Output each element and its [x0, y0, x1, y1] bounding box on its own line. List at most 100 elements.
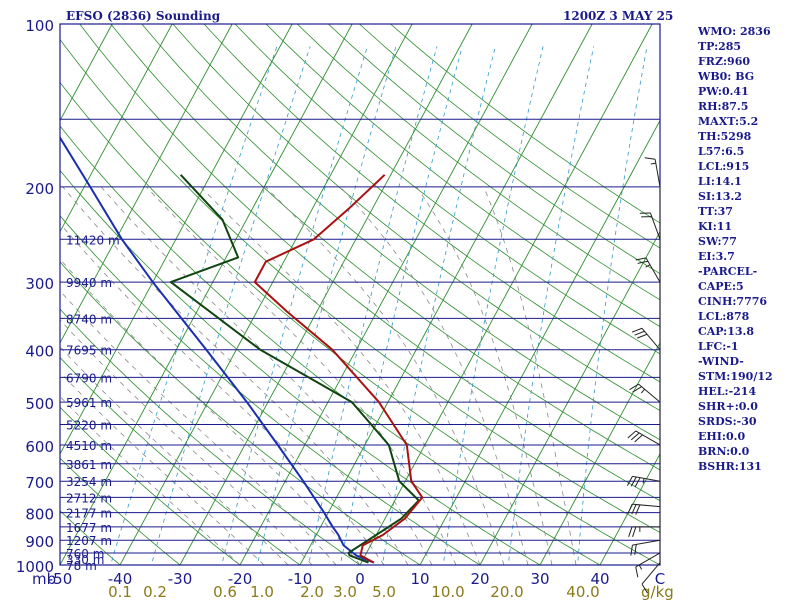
mixing-ratio-line — [339, 46, 463, 565]
isotherm — [419, 119, 660, 565]
dry-adiabat — [60, 356, 301, 565]
mixing-ratio-tick-label: 0.1 — [108, 583, 132, 600]
temperature-tick-label: -50 — [48, 570, 73, 588]
dry-adiabat — [265, 24, 660, 328]
index-item: WB0: BG — [698, 70, 755, 83]
moist-adiabat — [60, 395, 241, 565]
wind-barb-staff — [635, 430, 661, 446]
isotherm — [179, 24, 473, 565]
wind-barb-flag — [635, 566, 639, 578]
mixing-ratio-unit-label: g/kg — [641, 583, 674, 600]
mixing-ratio-tick-label: 3.0 — [333, 583, 357, 600]
temperature-tick-label: -30 — [168, 570, 193, 588]
isotherm — [239, 24, 533, 565]
pressure-tick-label: 800 — [25, 506, 54, 524]
wind-barb-staff — [641, 562, 661, 585]
height-label: 78 m — [66, 559, 97, 573]
wind-barb — [639, 212, 661, 240]
isotherm — [539, 341, 660, 565]
index-item: CAPE:5 — [698, 280, 744, 293]
index-item: EI:3.7 — [698, 250, 735, 263]
height-label: 6790 m — [66, 371, 112, 385]
plot-area — [60, 24, 660, 565]
moist-adiabat — [265, 186, 505, 565]
height-label: 1207 m — [66, 534, 112, 548]
pressure-tick-label: 300 — [25, 275, 54, 293]
dry-adiabat — [328, 24, 660, 275]
index-item: TT:37 — [698, 205, 733, 218]
pressure-tick-label: 600 — [25, 438, 54, 456]
height-label: 9940 m — [66, 276, 112, 290]
wind-barb-half-flag — [638, 564, 643, 570]
pressure-tick-label: 900 — [25, 533, 54, 551]
mixing-ratio-line — [110, 46, 278, 565]
pressure-tick-label: 400 — [25, 343, 54, 361]
pressure-tick-label: 500 — [25, 395, 54, 413]
dry-adiabat — [359, 24, 660, 249]
moist-adiabat — [339, 186, 529, 565]
wind-barb-flag — [634, 330, 645, 336]
temperature-profile — [253, 174, 424, 564]
height-label: 4510 m — [66, 439, 112, 453]
wind-barb-flag — [641, 583, 648, 594]
mixing-ratio-tick-label: 0.6 — [213, 583, 237, 600]
wind-barb — [628, 526, 660, 537]
mixing-ratio-tick-label: 10.0 — [431, 583, 464, 600]
dry-adiabat — [234, 24, 660, 355]
temperature-tick-label: 30 — [530, 570, 549, 588]
height-label: 3254 m — [66, 475, 112, 489]
isotherm — [60, 24, 233, 344]
index-item: LCL:915 — [698, 160, 750, 173]
wind-barb-flag — [634, 434, 643, 443]
dry-adiabat — [203, 24, 660, 383]
height-label: 7695 m — [66, 344, 112, 358]
mixing-ratio-line — [221, 46, 368, 565]
dry-adiabat — [60, 38, 660, 533]
wind-barb — [627, 503, 661, 515]
index-item: WMO: 2836 — [698, 25, 771, 38]
dry-adiabat — [172, 24, 660, 412]
isotherm — [60, 24, 353, 565]
wind-barb — [630, 539, 661, 556]
temperature-tick-label: -20 — [228, 570, 253, 588]
isotherm — [599, 452, 660, 565]
temperature-tick-label: 0 — [355, 570, 365, 588]
wind-barb — [629, 383, 661, 403]
index-item: SI:13.2 — [698, 190, 742, 203]
station-title: EFSO (2836) Sounding — [66, 9, 221, 23]
wind-barb-staff — [645, 257, 661, 283]
wind-barb-flag — [637, 333, 648, 339]
wind-barb-flag — [628, 526, 633, 537]
wind-barb-flag — [627, 430, 637, 439]
wind-barb-staff — [638, 383, 661, 403]
wind-barb-flag — [632, 386, 642, 393]
isotherm — [299, 24, 593, 565]
temperature-tick-label: -40 — [108, 570, 133, 588]
isotherm — [119, 24, 413, 565]
wind-barb-staff — [632, 503, 661, 508]
wind-barb — [641, 562, 661, 594]
dry-adiabat — [60, 261, 421, 565]
index-item: L57:6.5 — [698, 145, 745, 158]
index-item: LFC:-1 — [698, 340, 739, 353]
index-item: SHR+:0.0 — [698, 400, 758, 413]
mixing-ratio-tick-label: 40.0 — [566, 583, 599, 600]
wind-barb — [635, 257, 661, 283]
wind-barb-flag — [631, 504, 637, 515]
mixing-ratio-line — [308, 46, 438, 565]
wind-barb-half-flag — [645, 264, 651, 268]
index-item: SW:77 — [698, 235, 737, 248]
index-item: RH:87.5 — [698, 100, 749, 113]
temperature-tick-label: 40 — [590, 570, 609, 588]
mixing-ratio-tick-label: 0.2 — [143, 583, 167, 600]
dry-adiabat — [60, 125, 601, 565]
dry-adiabat — [60, 457, 181, 565]
wind-barb-flag — [632, 526, 637, 537]
index-item: STM:190/12 — [698, 370, 773, 383]
dry-adiabat — [60, 215, 481, 565]
wind-barb-flag — [634, 544, 637, 555]
isotherm — [60, 24, 173, 233]
index-item: HEL:-214 — [698, 385, 757, 398]
wind-barb-flag — [631, 327, 643, 333]
index-item: FRZ:960 — [698, 55, 751, 68]
